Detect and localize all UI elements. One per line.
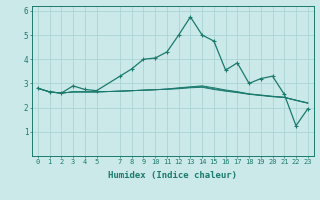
X-axis label: Humidex (Indice chaleur): Humidex (Indice chaleur) [108, 171, 237, 180]
